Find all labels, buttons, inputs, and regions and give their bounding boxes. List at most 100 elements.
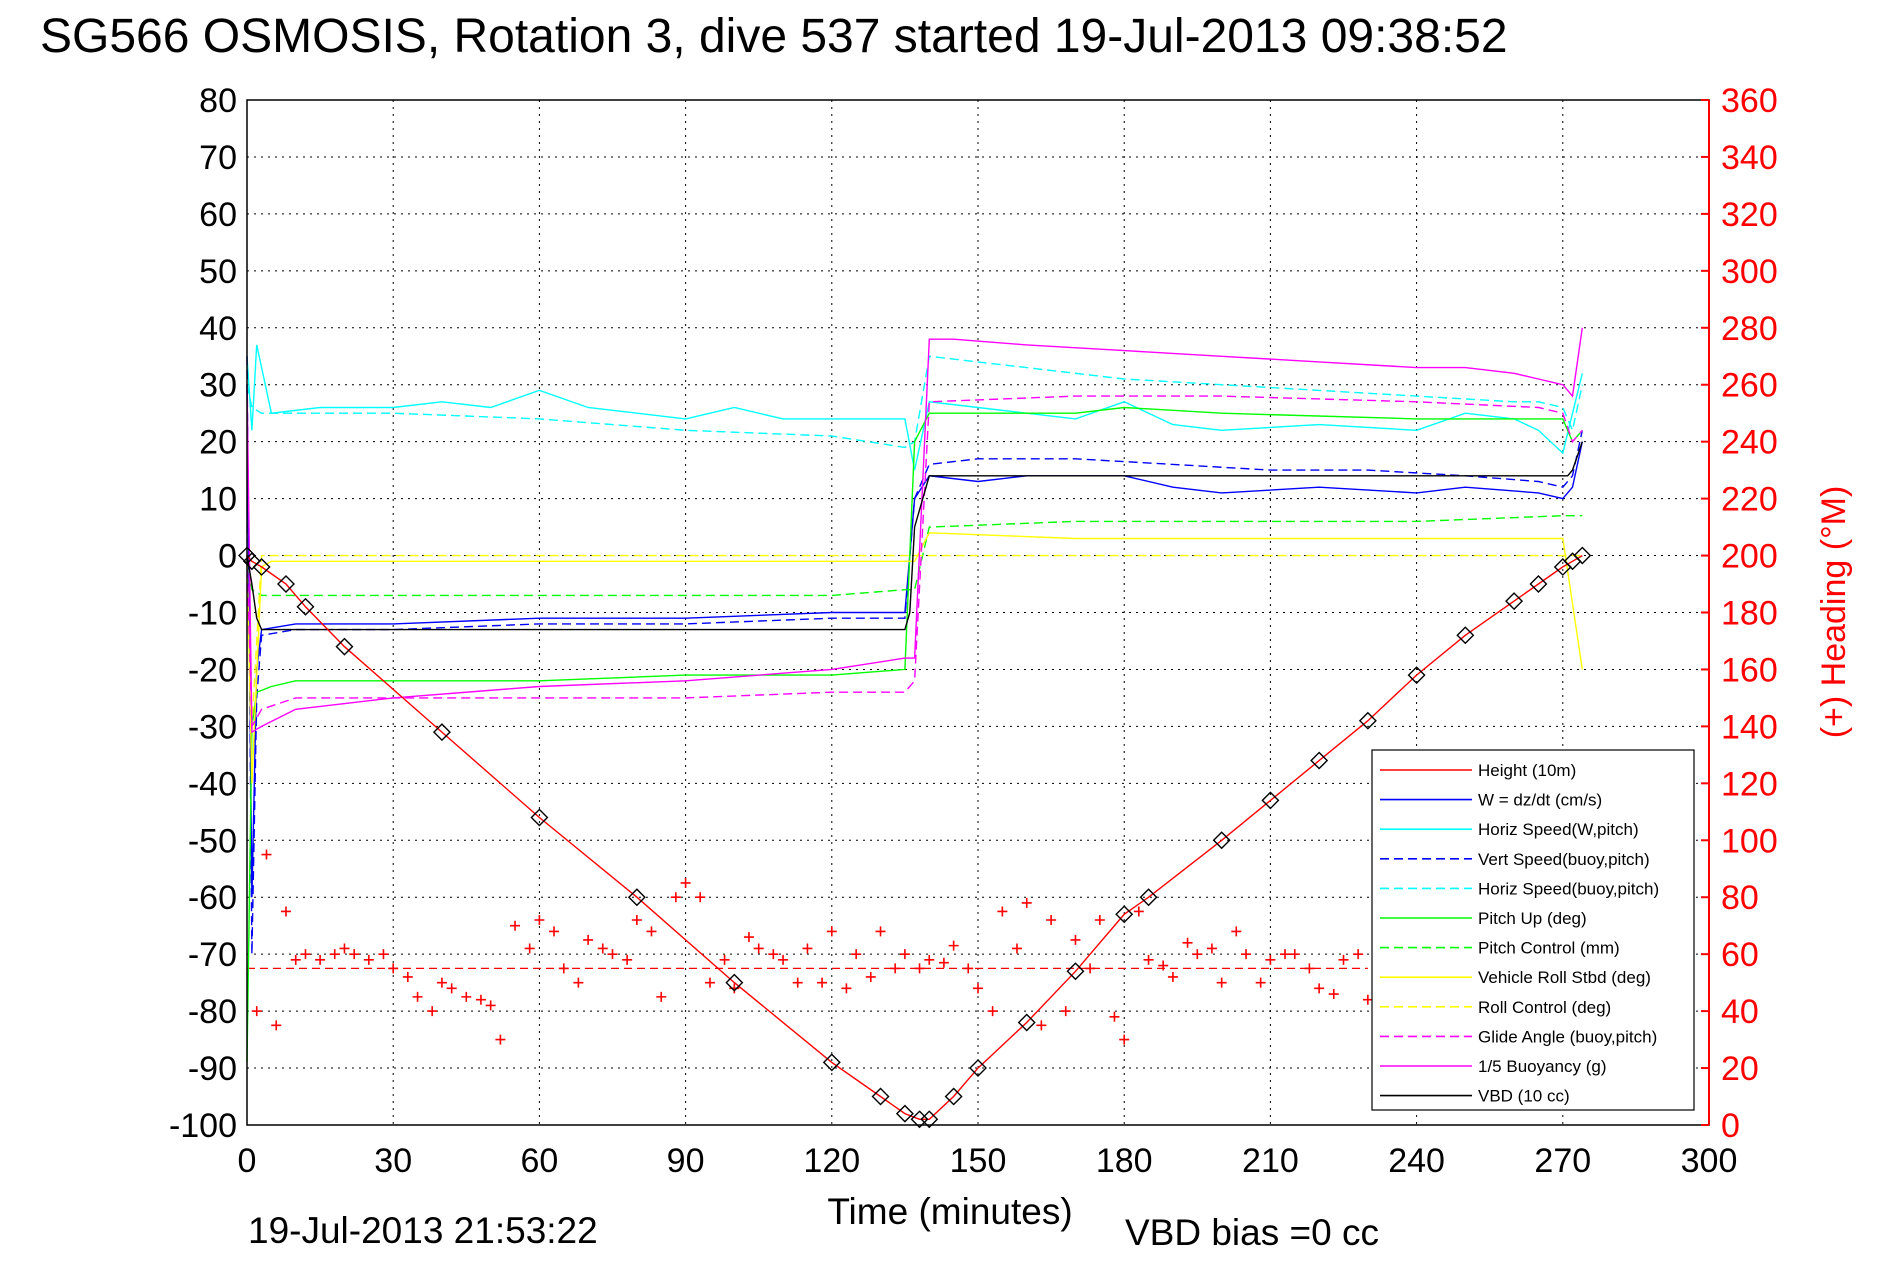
heading-point xyxy=(534,915,545,925)
legend-label: Pitch Control (mm) xyxy=(1478,939,1620,958)
height-marker xyxy=(895,1104,914,1123)
legend-label: Vehicle Roll Stbd (deg) xyxy=(1478,968,1651,987)
y2-tick-label: 240 xyxy=(1721,424,1778,462)
height-marker xyxy=(944,1087,963,1106)
heading-point xyxy=(817,977,828,988)
heading-point xyxy=(1021,897,1032,908)
height-marker xyxy=(1358,711,1377,730)
heading-point xyxy=(704,977,715,988)
heading-point xyxy=(251,1006,262,1017)
chart-title: SG566 OSMOSIS, Rotation 3, dive 537 star… xyxy=(40,10,1508,63)
heading-point xyxy=(607,949,618,960)
heading-point xyxy=(558,963,569,974)
heading-point xyxy=(1060,1006,1071,1017)
heading-point xyxy=(427,1006,438,1017)
x-tick-label: 240 xyxy=(1388,1142,1445,1180)
heading-point xyxy=(963,963,974,974)
heading-point xyxy=(388,963,399,974)
heading-point xyxy=(1241,949,1252,960)
series-line xyxy=(246,327,1583,734)
x-tick-label: 270 xyxy=(1534,1142,1591,1180)
heading-point xyxy=(948,940,959,951)
heading-point xyxy=(495,1034,506,1045)
x-tick-label: 210 xyxy=(1242,1142,1299,1180)
heading-point xyxy=(412,991,423,1002)
series-line xyxy=(246,554,1583,727)
heading-point xyxy=(1255,977,1266,988)
heading-point xyxy=(890,963,901,974)
x-tick-label: 90 xyxy=(667,1142,705,1180)
legend-box xyxy=(1371,749,1695,1111)
x-tick-label: 120 xyxy=(803,1142,860,1180)
heading-point xyxy=(329,949,340,960)
legend-label: Glide Angle (buoy,pitch) xyxy=(1478,1027,1657,1046)
height-marker xyxy=(1139,888,1158,907)
series-line xyxy=(246,406,1583,1063)
y2-tick-label: 100 xyxy=(1721,822,1778,860)
series-line xyxy=(246,356,1583,955)
height-marker xyxy=(822,1053,841,1072)
y2-tick-label: 200 xyxy=(1721,538,1778,576)
height-marker xyxy=(1017,1013,1036,1032)
heading-point xyxy=(1192,949,1203,960)
heading-point xyxy=(1328,989,1339,1000)
y-tick-label: -50 xyxy=(188,822,237,860)
heading-point xyxy=(1158,960,1169,971)
y-tick-label: -80 xyxy=(188,993,237,1031)
y2-tick-labels: 3603403203002802602402202001801601401201… xyxy=(1701,82,1778,1145)
y2-tick-label: 320 xyxy=(1721,196,1778,234)
heading-point xyxy=(271,1020,282,1031)
heading-point xyxy=(475,994,486,1005)
y-tick-label: -60 xyxy=(188,879,237,917)
y2-tick-label: 280 xyxy=(1721,310,1778,348)
heading-point xyxy=(349,949,360,960)
y2-tick-label: 340 xyxy=(1721,139,1778,177)
y-tick-label: -20 xyxy=(188,651,237,689)
height-marker xyxy=(1310,751,1329,770)
heading-point xyxy=(1182,937,1193,948)
footer-timestamp: 19-Jul-2013 21:53:22 xyxy=(248,1210,598,1251)
heading-point xyxy=(1265,954,1276,965)
heading-point xyxy=(339,943,350,954)
heading-point xyxy=(290,954,301,965)
heading-point xyxy=(1133,906,1144,917)
heading-point xyxy=(1280,949,1291,960)
y2-tick-label: 60 xyxy=(1721,936,1759,974)
heading-point xyxy=(261,849,272,860)
height-marker xyxy=(627,888,646,907)
heading-point xyxy=(1289,949,1300,960)
x-tick-label: 150 xyxy=(950,1142,1007,1180)
legend-label: Horiz Speed(W,pitch) xyxy=(1478,820,1639,839)
heading-point xyxy=(1046,915,1057,925)
heading-point xyxy=(485,1000,496,1011)
heading-point xyxy=(1070,934,1081,945)
y-tick-label: 20 xyxy=(199,424,237,462)
x-tick-label: 60 xyxy=(520,1142,558,1180)
heading-point xyxy=(1143,954,1154,965)
heading-point xyxy=(1314,983,1325,994)
heading-point xyxy=(670,892,681,903)
legend-label: VBD (10 cc) xyxy=(1478,1087,1570,1106)
heading-point xyxy=(1304,963,1315,974)
heading-point xyxy=(841,983,852,994)
heading-point xyxy=(622,954,633,965)
heading-point xyxy=(1353,949,1364,960)
y-tick-label: 10 xyxy=(199,481,237,519)
heading-point xyxy=(1362,994,1373,1005)
x-axis-label: Time (minutes) xyxy=(827,1191,1072,1232)
height-marker xyxy=(1529,575,1548,594)
heading-point xyxy=(1216,977,1227,988)
heading-point xyxy=(973,983,983,994)
height-marker xyxy=(1456,626,1475,645)
heading-point xyxy=(656,991,667,1002)
heading-point xyxy=(729,983,740,994)
heading-point xyxy=(549,926,560,937)
heading-point xyxy=(646,926,657,937)
height-marker xyxy=(252,557,271,576)
legend-label: Roll Control (deg) xyxy=(1478,998,1611,1017)
legend-label: Pitch Up (deg) xyxy=(1478,909,1587,928)
heading-point xyxy=(753,943,764,954)
x-tick-label: 30 xyxy=(374,1142,412,1180)
heading-point xyxy=(573,977,584,988)
